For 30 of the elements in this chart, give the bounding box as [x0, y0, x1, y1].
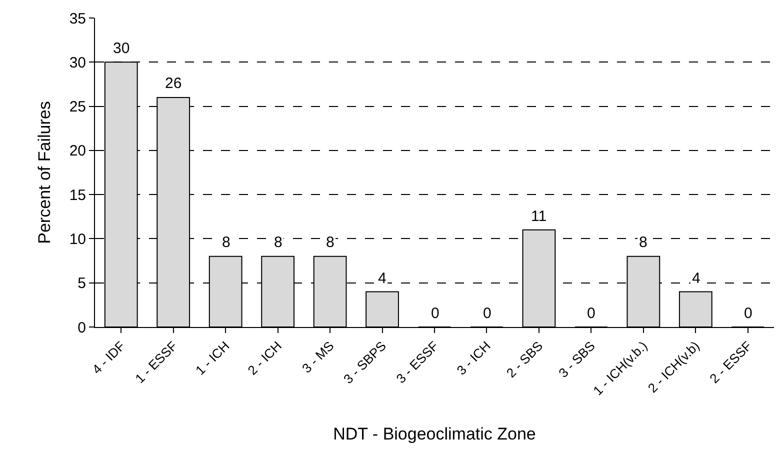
x-tick-label: 3 - MS [299, 338, 337, 376]
x-tick-label: 2 - SBS [503, 338, 546, 380]
data-label: 0 [431, 305, 440, 322]
y-tick-label: 0 [78, 319, 86, 336]
y-tick-label: 25 [69, 98, 86, 116]
y-tick-label: 10 [69, 230, 86, 248]
data-label: 8 [222, 234, 230, 251]
x-tick-label: 4 - IDF [89, 338, 128, 377]
data-label: 30 [113, 40, 130, 57]
x-tick-label: 3 - SBS [556, 338, 598, 380]
x-tick-label: 2 - ICH [244, 338, 285, 378]
y-tick-label: 15 [69, 186, 86, 204]
data-label: 0 [483, 305, 492, 322]
data-label: 8 [326, 234, 334, 251]
y-tick-label: 20 [69, 142, 86, 160]
x-axis-title: NDT - Biogeoclimatic Zone [333, 424, 536, 444]
data-label: 26 [165, 75, 182, 92]
data-label: 8 [274, 234, 282, 251]
x-tick-label: 3 - ICH [454, 338, 494, 378]
data-label: 4 [378, 270, 386, 287]
data-label: 0 [587, 305, 596, 322]
x-tick-label: 1 - ICH [192, 338, 232, 378]
y-tick-label: 35 [69, 10, 86, 28]
data-label: 11 [531, 208, 547, 225]
data-label: 8 [639, 234, 648, 251]
y-axis-title: Percent of Failures [34, 101, 54, 244]
data-label: 0 [744, 305, 752, 322]
y-tick-label: 5 [78, 275, 86, 292]
y-tick-label: 30 [69, 54, 86, 72]
data-label: 4 [692, 270, 700, 287]
